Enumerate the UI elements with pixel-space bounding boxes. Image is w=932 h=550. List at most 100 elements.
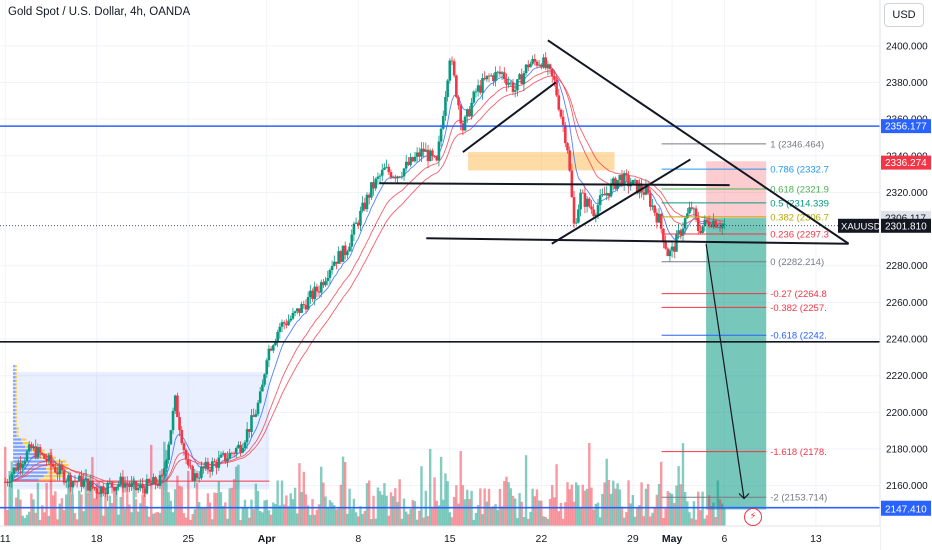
candle-body — [40, 453, 44, 455]
volume-bar — [333, 505, 336, 526]
volume-bar — [701, 491, 704, 526]
candle-body — [431, 150, 434, 156]
candle-body — [12, 467, 16, 475]
volume-bar — [350, 509, 353, 526]
candle-body — [250, 415, 253, 432]
volume-bar — [267, 510, 271, 526]
volume-bar — [474, 512, 478, 526]
candle-body — [372, 182, 375, 189]
volume-bar — [217, 481, 221, 526]
candle-body — [343, 245, 347, 256]
volume-bar — [605, 458, 608, 526]
volume-profile-bar — [13, 365, 16, 368]
candle-body — [540, 64, 543, 68]
candle-body — [213, 461, 216, 463]
volume-profile-bar — [13, 423, 16, 426]
volume-bar — [450, 517, 454, 526]
volume-profile-bar — [15, 376, 18, 379]
volume-bar — [165, 450, 168, 526]
volume-bar — [575, 482, 578, 526]
candle-body — [494, 72, 497, 82]
candle-body — [550, 69, 554, 77]
candle-body — [115, 486, 118, 491]
volume-bar — [167, 492, 170, 526]
currency-button[interactable]: USD — [884, 3, 924, 27]
candle-body — [27, 444, 31, 452]
volume-bar — [41, 505, 44, 526]
candle-body — [435, 156, 439, 161]
candle-body — [696, 217, 700, 232]
time-tick-label: 22 — [535, 533, 547, 545]
candle-body — [683, 218, 687, 229]
trend-line — [379, 182, 730, 187]
volume-bar — [710, 506, 713, 526]
volume-profile-bar — [21, 438, 27, 441]
candle-body — [88, 480, 92, 491]
candle-body — [583, 192, 587, 207]
price-tick-label: 2180.000 — [886, 445, 928, 456]
candle-body — [457, 97, 460, 106]
volume-bar — [631, 495, 635, 526]
candle-body — [611, 178, 615, 184]
volume-profile-bar — [13, 434, 17, 437]
candle-body — [448, 60, 452, 81]
candle-body — [555, 79, 558, 96]
volume-bar — [75, 519, 79, 526]
volume-bar — [718, 499, 722, 526]
candle-body — [699, 231, 702, 233]
fib-label: 0.236 (2297.3 — [770, 230, 829, 241]
candle-body — [302, 303, 306, 305]
volume-bar — [723, 508, 726, 526]
candle-body — [206, 461, 210, 470]
candle-body — [32, 446, 35, 449]
candle-body — [681, 228, 685, 236]
volume-bar — [134, 499, 138, 526]
candle-body — [134, 480, 138, 491]
volume-bar — [86, 493, 90, 526]
candle-body — [143, 488, 147, 494]
volume-bar — [289, 493, 292, 526]
volume-bar — [293, 487, 297, 526]
volume-bar — [383, 483, 386, 526]
volume-bar — [422, 517, 425, 526]
volume-bar — [564, 502, 567, 526]
candle-body — [529, 63, 532, 68]
volume-bar — [91, 457, 94, 526]
volume-profile-bar — [13, 387, 16, 390]
candle-body — [78, 475, 81, 482]
candle-body — [230, 452, 234, 454]
volume-bar — [156, 511, 159, 526]
volume-bar — [282, 504, 286, 526]
volume-profile-bar — [15, 409, 18, 412]
candle-body — [324, 280, 327, 286]
candle-body — [433, 155, 436, 157]
volume-profile-bar — [15, 368, 18, 371]
volume-bar — [280, 480, 284, 526]
volume-bar — [28, 511, 31, 526]
volume-bar — [23, 517, 27, 526]
candle-body — [263, 374, 266, 385]
price-tag — [881, 155, 931, 170]
candle-body — [596, 204, 600, 215]
volume-bar — [468, 498, 471, 526]
candle-body — [204, 461, 208, 469]
volume-bar — [352, 498, 356, 526]
volume-bar — [463, 499, 467, 526]
candle-body — [56, 472, 59, 475]
candle-body — [337, 251, 340, 264]
candle-body — [479, 85, 482, 93]
flash-icon[interactable]: ⚡ — [744, 508, 762, 526]
candle-body — [17, 462, 20, 471]
volume-bar — [446, 481, 449, 526]
volume-bar — [492, 506, 495, 526]
candle-body — [629, 184, 632, 187]
candle-body — [165, 459, 168, 469]
volume-bar — [653, 508, 656, 526]
candle-body — [714, 220, 717, 228]
candle-body — [553, 76, 556, 80]
candle-body — [590, 206, 593, 210]
candle-body — [535, 61, 539, 66]
candle-body — [256, 402, 260, 415]
volume-bar — [612, 480, 615, 526]
